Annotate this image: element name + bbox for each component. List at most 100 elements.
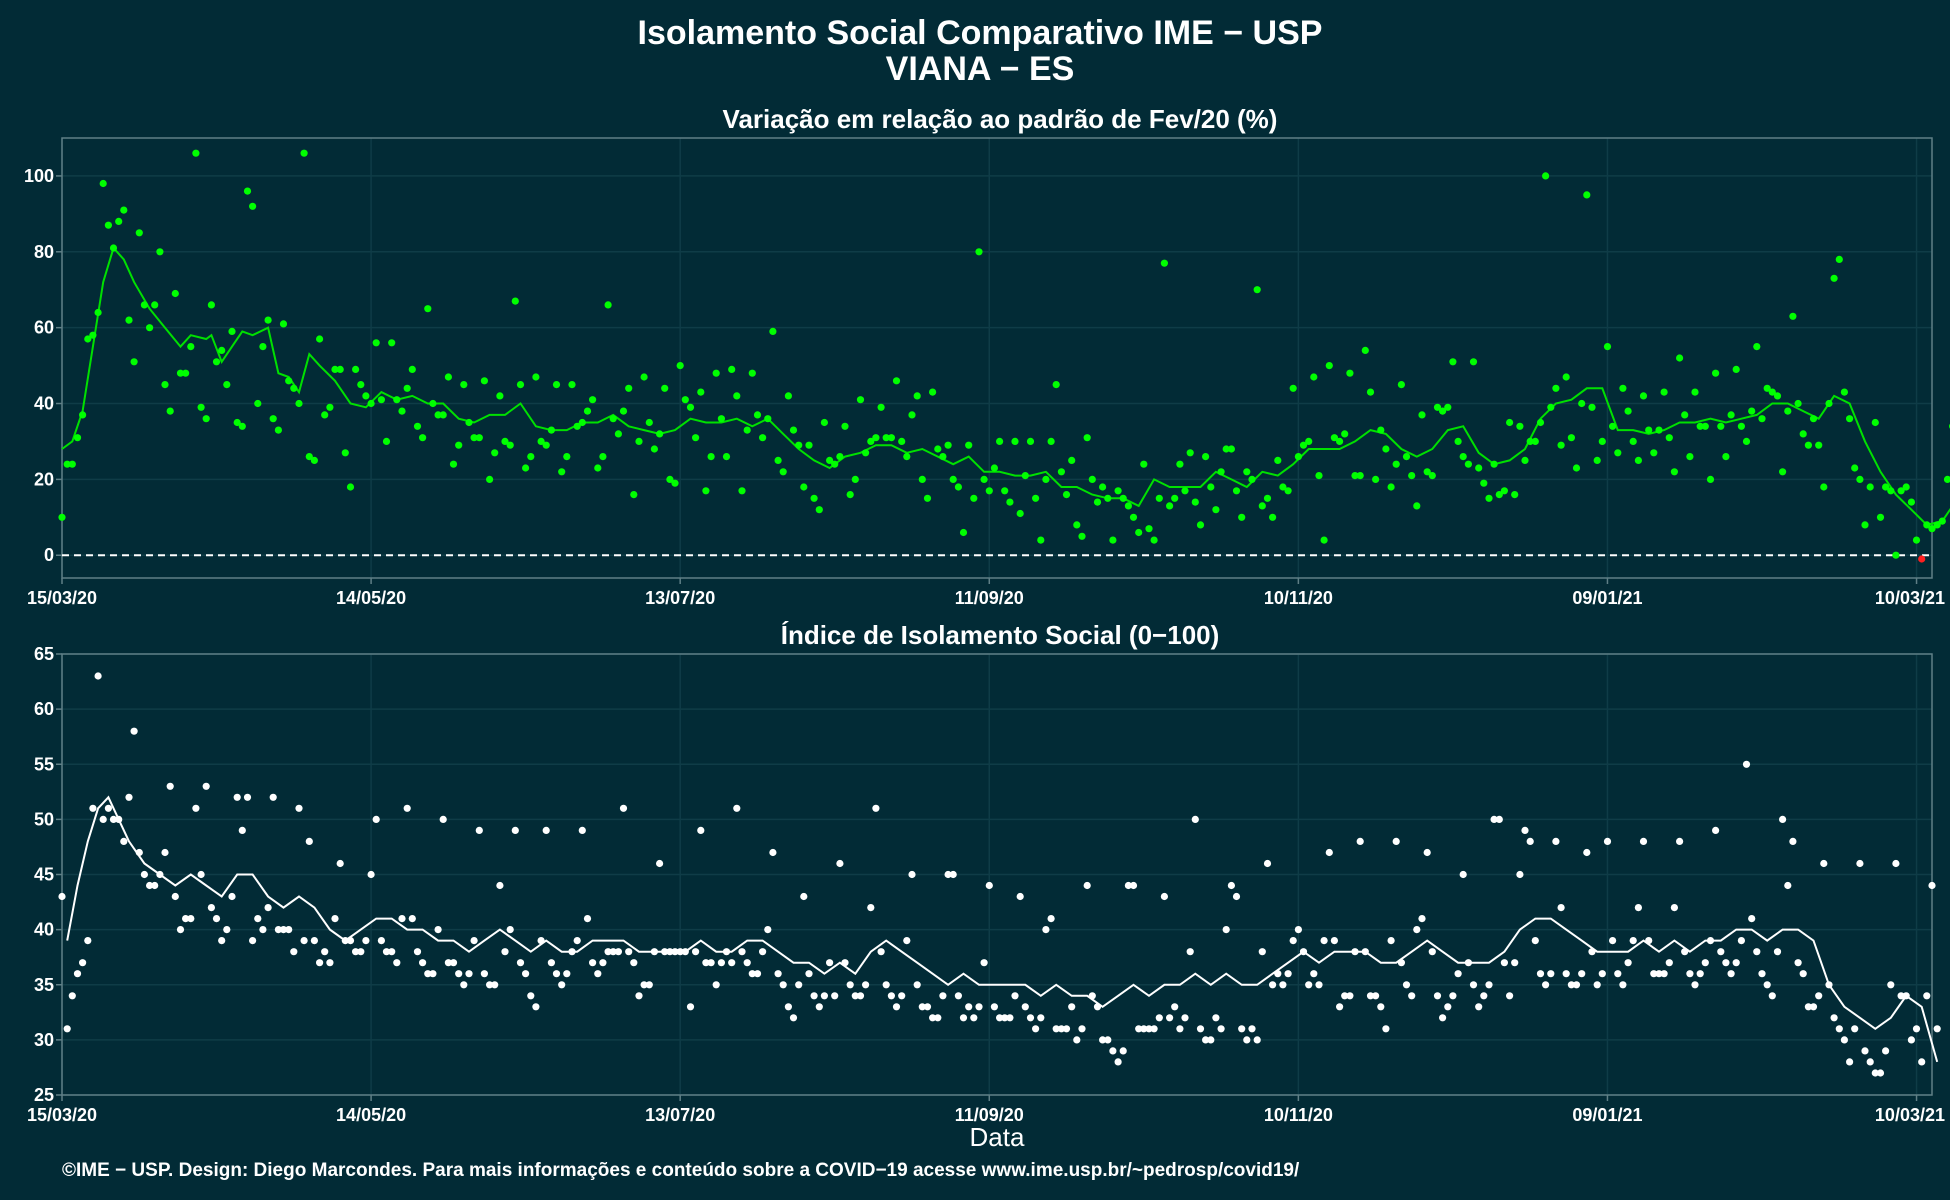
data-point [1506, 992, 1514, 1000]
data-point [1171, 494, 1179, 502]
data-point [1475, 1003, 1483, 1011]
data-point [233, 418, 241, 427]
data-point [1351, 948, 1359, 956]
data-point [959, 528, 968, 537]
data-point [1578, 399, 1586, 408]
panel-border [61, 137, 1933, 579]
data-point [1737, 937, 1745, 945]
data-point [238, 422, 246, 430]
data-point [810, 494, 818, 502]
data-point [1665, 434, 1673, 442]
data-point [475, 434, 483, 442]
data-point [1763, 981, 1771, 989]
data-point [1495, 815, 1503, 824]
data-point [403, 804, 411, 812]
data-point [929, 1014, 937, 1022]
data-point [259, 343, 267, 351]
y-tick-label: 60 [34, 699, 54, 719]
data-point [1104, 494, 1112, 502]
y-tick-label: 45 [34, 865, 54, 885]
data-point [650, 445, 659, 453]
data-point [1145, 1025, 1153, 1033]
data-point [372, 339, 380, 347]
data-point [73, 434, 82, 442]
data-point [1294, 453, 1302, 461]
data-point [223, 926, 231, 934]
data-point [491, 981, 499, 989]
data-point [862, 449, 870, 457]
data-point [1706, 937, 1715, 945]
data-point [810, 992, 818, 1000]
data-point [1933, 521, 1941, 529]
data-point [738, 487, 746, 495]
data-point [934, 445, 942, 453]
data-point [650, 948, 659, 956]
data-point [104, 221, 112, 229]
data-point [1119, 494, 1127, 502]
data-point [1330, 434, 1338, 442]
data-point [1166, 1014, 1174, 1022]
data-point [79, 959, 87, 967]
data-point [1196, 521, 1205, 529]
data-point [573, 937, 581, 945]
data-point [166, 782, 174, 790]
data-point [1799, 970, 1807, 978]
data-point [1042, 475, 1050, 483]
data-point [465, 970, 473, 978]
data-point [702, 487, 710, 495]
data-point [1217, 1025, 1225, 1033]
data-point [1650, 970, 1658, 978]
x-tick-label: 11/09/20 [955, 1105, 1024, 1125]
data-point [1876, 1069, 1885, 1077]
data-point [511, 297, 519, 305]
data-point [1232, 487, 1241, 495]
data-point [1037, 536, 1045, 544]
data-point [187, 343, 195, 351]
data-point [604, 301, 612, 309]
data-point [1222, 445, 1230, 453]
data-point [300, 937, 308, 945]
data-point [336, 859, 344, 868]
data-point [1681, 948, 1689, 956]
data-point [1325, 848, 1333, 857]
data-point [1423, 848, 1431, 857]
data-point [1938, 517, 1946, 525]
data-point [486, 981, 494, 989]
data-point [449, 959, 458, 967]
data-point [728, 365, 736, 373]
data-point [1387, 483, 1395, 491]
data-point [516, 381, 525, 389]
data-point [1078, 1025, 1086, 1033]
data-point [764, 415, 772, 423]
data-point [1634, 456, 1642, 464]
data-point [1681, 411, 1689, 419]
data-point [1727, 411, 1735, 419]
data-point [1598, 437, 1606, 445]
data-point [1593, 456, 1601, 464]
data-point [156, 870, 164, 879]
data-point [908, 411, 916, 419]
data-point [568, 948, 576, 956]
data-point [532, 1003, 540, 1011]
data-point [140, 870, 148, 879]
data-point [171, 289, 179, 298]
data-point [1006, 1014, 1014, 1022]
data-point [1454, 970, 1462, 978]
data-point [1083, 881, 1091, 890]
data-point [918, 1003, 926, 1011]
data-point [1160, 892, 1168, 901]
data-point [1706, 475, 1715, 483]
data-point [1650, 449, 1658, 457]
data-point [826, 456, 834, 464]
data-point [1258, 948, 1266, 956]
data-point [1495, 491, 1503, 499]
data-point [707, 453, 715, 461]
data-point [377, 396, 385, 404]
data-point [228, 892, 236, 901]
data-point [1413, 502, 1421, 510]
data-point [656, 430, 664, 438]
data-point [1686, 453, 1694, 461]
data-point [867, 904, 875, 912]
data-point [862, 981, 870, 989]
data-point [1279, 483, 1287, 491]
